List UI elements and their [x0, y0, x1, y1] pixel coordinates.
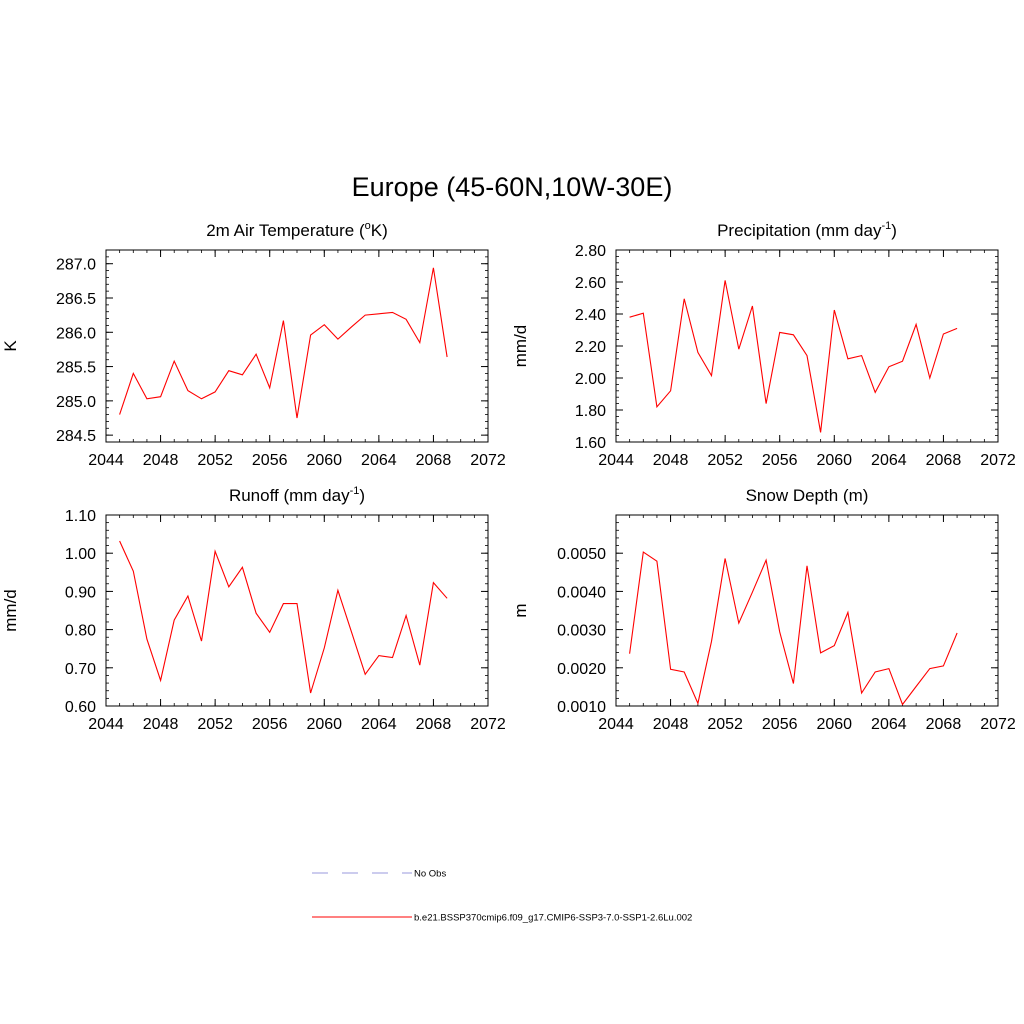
runoff-series-line	[119, 540, 448, 694]
runoff-y-tick-label: 1.00	[65, 546, 96, 563]
panel-precipitation: 2044 2048 2052 2056 2060 2064 2068 2072 1.60 1.80…	[511, 220, 1016, 469]
precipitation-x-tick-label: 2060	[816, 452, 852, 469]
temperature-x-tick-label: 2048	[143, 452, 179, 469]
precipitation-x-tick-label: 2052	[707, 452, 743, 469]
snow-depth-y-tick-label: 0.0040	[557, 584, 606, 601]
runoff-x-tick-label: 2056	[252, 716, 288, 733]
temperature-panel-title: 2m Air Temperature (oK)	[206, 220, 388, 240]
precipitation-y-tick-label: 2.40	[575, 307, 606, 324]
runoff-x-tick-label: 2068	[416, 716, 452, 733]
precipitation-y-tick-label: 1.60	[575, 435, 606, 452]
precipitation-y-tick-label: 2.60	[575, 275, 606, 292]
panel-temperature: 2044 2048 2052 2056 2060 2064 2068 2072 284.5 285…	[1, 220, 506, 469]
temperature-y-axis-label: K	[1, 340, 20, 352]
snow-depth-x-tick-label: 2064	[871, 716, 907, 733]
precipitation-x-tick-label: 2048	[653, 452, 689, 469]
precipitation-y-tick-label: 2.80	[575, 243, 606, 260]
precipitation-y-axis-label: mm/d	[511, 325, 530, 368]
legend-series-label: b.e21.BSSP370cmip6.f09_g17.CMIP6-SSP3-7.…	[414, 913, 692, 924]
temperature-y-tick-label: 286.5	[56, 291, 96, 308]
legend: No Obs b.e21.BSSP370cmip6.f09_g17.CMIP6-…	[312, 869, 692, 924]
temperature-y-tick-label: 286.0	[56, 325, 96, 342]
runoff-x-tick-label: 2052	[197, 716, 233, 733]
runoff-x-tick-label: 2044	[88, 716, 124, 733]
precipitation-y-tick-label: 1.80	[575, 403, 606, 420]
temperature-x-tick-label: 2072	[470, 452, 506, 469]
temperature-x-tick-label: 2056	[252, 452, 288, 469]
snow-depth-y-tick-label: 0.0020	[557, 661, 606, 678]
figure-title: Europe (45-60N,10W-30E)	[352, 172, 673, 202]
temperature-x-tick-label: 2064	[361, 452, 397, 469]
runoff-x-tick-label: 2060	[306, 716, 342, 733]
snow-depth-x-tick-label: 2044	[598, 716, 634, 733]
runoff-y-tick-label: 0.70	[65, 661, 96, 678]
precipitation-x-tick-label: 2068	[926, 452, 962, 469]
snow-depth-y-tick-label: 0.0010	[557, 699, 606, 716]
temperature-y-tick-label: 284.5	[56, 428, 96, 445]
runoff-y-tick-label: 0.90	[65, 584, 96, 601]
snow-depth-x-tick-label: 2048	[653, 716, 689, 733]
snow-depth-x-tick-label: 2052	[707, 716, 743, 733]
panel-runoff: 2044 2048 2052 2056 2060 2064 2068 2072 0.60 0.70…	[1, 485, 506, 733]
runoff-y-tick-label: 1.10	[65, 508, 96, 525]
snow-depth-x-tick-label: 2068	[926, 716, 962, 733]
runoff-y-tick-label: 0.80	[65, 623, 96, 640]
snow-depth-series-line	[629, 551, 958, 706]
precipitation-x-tick-label: 2064	[871, 452, 907, 469]
runoff-x-tick-label: 2072	[470, 716, 506, 733]
runoff-x-tick-label: 2064	[361, 716, 397, 733]
precipitation-panel-title: Precipitation (mm day-1)	[717, 220, 897, 240]
temperature-y-tick-label: 285.5	[56, 360, 96, 377]
temperature-y-tick-label: 285.0	[56, 394, 96, 411]
snow-depth-y-tick-label: 0.0050	[557, 546, 606, 563]
runoff-y-axis-label: mm/d	[1, 589, 20, 632]
precipitation-x-tick-label: 2056	[762, 452, 798, 469]
legend-no-obs-label: No Obs	[414, 869, 446, 880]
temperature-series-line	[119, 267, 448, 419]
snow-depth-panel-title: Snow Depth (m)	[746, 486, 869, 505]
runoff-y-tick-label: 0.60	[65, 699, 96, 716]
snow-depth-y-tick-label: 0.0030	[557, 623, 606, 640]
precipitation-series-line	[629, 280, 958, 433]
precipitation-x-tick-label: 2072	[980, 452, 1016, 469]
runoff-panel-title: Runoff (mm day-1)	[229, 485, 365, 505]
temperature-x-tick-label: 2068	[416, 452, 452, 469]
temperature-x-tick-label: 2060	[306, 452, 342, 469]
precipitation-y-tick-label: 2.00	[575, 371, 606, 388]
temperature-x-tick-label: 2044	[88, 452, 124, 469]
snow-depth-x-tick-label: 2072	[980, 716, 1016, 733]
precipitation-y-tick-label: 2.20	[575, 339, 606, 356]
snow-depth-y-axis-label: m	[511, 603, 530, 617]
temperature-y-tick-label: 287.0	[56, 257, 96, 274]
snow-depth-x-tick-label: 2056	[762, 716, 798, 733]
temperature-x-tick-label: 2052	[197, 452, 233, 469]
snow-depth-x-tick-label: 2060	[816, 716, 852, 733]
runoff-x-tick-label: 2048	[143, 716, 179, 733]
precipitation-x-tick-label: 2044	[598, 452, 634, 469]
panel-snow-depth: 2044 2048 2052 2056 2060 2064 2068 2072 0.0010 0.…	[511, 486, 1016, 733]
